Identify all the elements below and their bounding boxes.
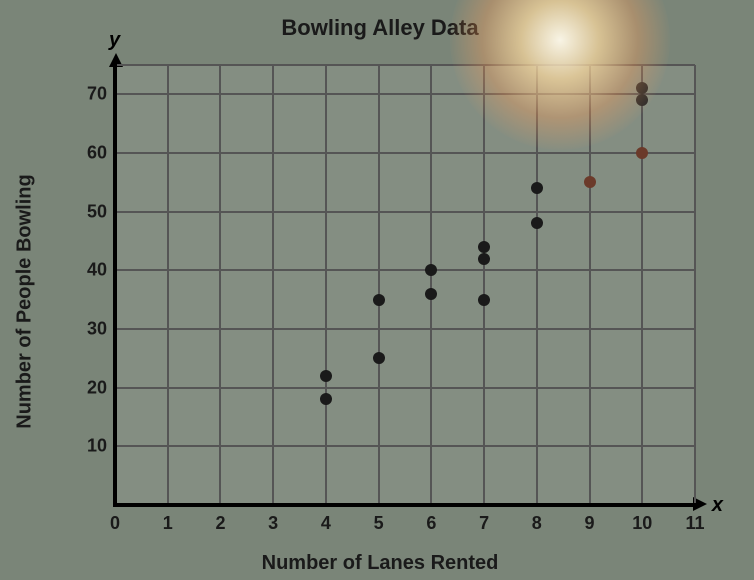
chart-container: Bowling Alley Data Number of People Bowl…	[30, 10, 730, 570]
y-tick-label: 60	[87, 143, 115, 164]
gridline-h	[115, 269, 695, 271]
y-tick-label: 40	[87, 260, 115, 281]
y-tick-label: 50	[87, 201, 115, 222]
y-tick-label: 70	[87, 84, 115, 105]
y-axis-letter: y	[109, 29, 120, 52]
gridline-v	[219, 65, 221, 505]
scatter-point	[636, 82, 648, 94]
scatter-point	[531, 182, 543, 194]
gridline-h	[115, 211, 695, 213]
gridline-h	[115, 64, 695, 66]
x-tick-label: 1	[163, 505, 173, 534]
x-tick-label: 2	[215, 505, 225, 534]
scatter-point	[320, 393, 332, 405]
x-tick-label: 8	[532, 505, 542, 534]
scatter-point	[478, 241, 490, 253]
x-tick-label: 9	[585, 505, 595, 534]
x-tick-label: 11	[685, 505, 704, 534]
scatter-point	[373, 294, 385, 306]
gridline-v	[430, 65, 432, 505]
scatter-point	[636, 94, 648, 106]
gridline-h	[115, 387, 695, 389]
x-tick-label: 10	[632, 505, 652, 534]
scatter-point	[584, 176, 596, 188]
scatter-point	[478, 253, 490, 265]
gridline-v	[483, 65, 485, 505]
x-tick-label: 4	[321, 505, 331, 534]
scatter-point	[320, 370, 332, 382]
gridline-h	[115, 328, 695, 330]
scatter-point	[478, 294, 490, 306]
y-tick-label: 30	[87, 319, 115, 340]
x-tick-label: 3	[268, 505, 278, 534]
gridline-v	[325, 65, 327, 505]
scatter-point	[636, 147, 648, 159]
y-tick-label: 20	[87, 377, 115, 398]
x-tick-label: 6	[426, 505, 436, 534]
gridline-v	[378, 65, 380, 505]
gridline-v	[641, 65, 643, 505]
gridline-h	[115, 445, 695, 447]
gridline-h	[115, 93, 695, 95]
y-axis-line	[113, 63, 117, 507]
scatter-point	[531, 217, 543, 229]
gridline-v	[272, 65, 274, 505]
scatter-point	[425, 288, 437, 300]
y-tick-label: 10	[87, 436, 115, 457]
plot-area: y x 0123456789101110203040506070	[115, 65, 695, 505]
x-axis-letter: x	[712, 494, 723, 517]
gridline-v	[694, 65, 696, 505]
scatter-point	[373, 352, 385, 364]
x-tick-label: 0	[110, 505, 120, 534]
gridline-v	[167, 65, 169, 505]
y-axis-label: Number of People Bowling	[14, 174, 37, 428]
x-axis-line	[113, 503, 697, 507]
gridline-v	[536, 65, 538, 505]
scatter-point	[425, 264, 437, 276]
chart-title: Bowling Alley Data	[281, 15, 478, 41]
x-axis-label: Number of Lanes Rented	[262, 552, 499, 575]
x-tick-label: 7	[479, 505, 489, 534]
gridline-v	[589, 65, 591, 505]
gridline-h	[115, 152, 695, 154]
x-tick-label: 5	[374, 505, 384, 534]
